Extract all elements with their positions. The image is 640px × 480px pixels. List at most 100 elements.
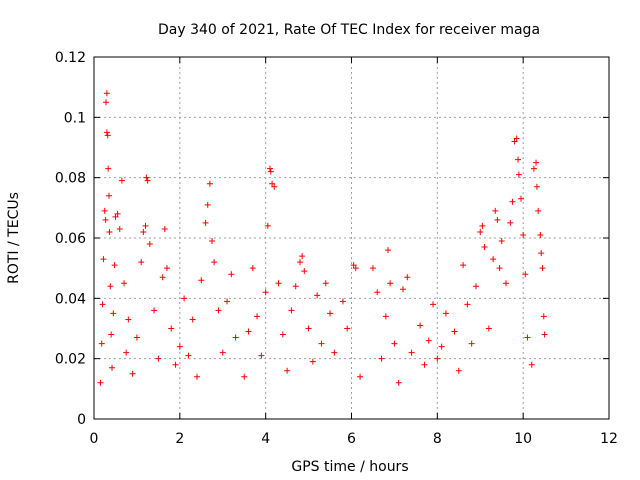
data-point xyxy=(189,316,196,323)
data-point xyxy=(254,313,261,320)
data-point xyxy=(275,280,282,287)
data-point xyxy=(513,135,520,142)
y-tick-label: 0.08 xyxy=(55,171,86,187)
data-point xyxy=(116,225,123,232)
data-point xyxy=(331,349,338,356)
data-point xyxy=(494,216,501,223)
data-point xyxy=(142,222,149,229)
data-point xyxy=(198,277,205,284)
data-point xyxy=(172,361,179,368)
y-tick-label: 0.06 xyxy=(55,231,86,247)
data-point xyxy=(299,253,306,260)
data-point xyxy=(110,310,117,317)
chart-title: Day 340 of 2021, Rate Of TEC Index for r… xyxy=(158,22,540,38)
data-point xyxy=(106,228,113,235)
data-point xyxy=(442,310,449,317)
data-point xyxy=(387,280,394,287)
data-point xyxy=(288,307,295,314)
data-point xyxy=(472,283,479,290)
data-point xyxy=(503,280,509,287)
data-point xyxy=(143,174,150,181)
data-point xyxy=(350,262,357,269)
data-point xyxy=(224,298,231,305)
data-point xyxy=(102,216,109,223)
data-point xyxy=(322,280,329,287)
data-point xyxy=(109,364,116,371)
data-point xyxy=(215,307,222,314)
data-point xyxy=(404,274,411,281)
data-point xyxy=(496,265,503,272)
x-tick-label: 10 xyxy=(514,431,532,447)
data-point xyxy=(161,225,168,232)
x-tick-label: 2 xyxy=(175,431,184,447)
data-point xyxy=(430,301,437,308)
data-point xyxy=(438,343,445,350)
data-point xyxy=(384,247,391,254)
data-point xyxy=(535,207,542,214)
data-point xyxy=(485,325,492,332)
data-point xyxy=(292,283,299,290)
data-point xyxy=(434,355,441,362)
data-point xyxy=(228,271,235,278)
data-point xyxy=(352,265,359,272)
data-point xyxy=(159,274,166,281)
y-tick-label: 0 xyxy=(77,412,86,428)
data-point xyxy=(515,171,522,178)
data-point xyxy=(524,334,531,341)
data-point xyxy=(104,132,111,139)
data-point xyxy=(232,334,239,341)
data-point xyxy=(538,250,545,257)
data-point xyxy=(301,268,308,275)
data-point xyxy=(206,180,213,187)
data-point xyxy=(479,222,486,229)
data-point xyxy=(108,331,115,338)
data-point xyxy=(533,159,540,166)
x-tick-label: 4 xyxy=(261,431,270,447)
data-point xyxy=(279,331,286,338)
data-point xyxy=(378,355,385,362)
data-point xyxy=(481,244,488,251)
data-point xyxy=(176,343,183,350)
data-point xyxy=(518,195,525,202)
data-point xyxy=(163,265,170,272)
axis-ticks: 0 2 4 6 8 10 12 0 0.02 0.04 0.06 0.08 0.1 0.12 xyxy=(55,50,618,447)
x-tick-label: 8 xyxy=(433,431,442,447)
data-point xyxy=(451,328,458,335)
data-point xyxy=(507,219,514,226)
data-point xyxy=(297,259,303,266)
data-point xyxy=(533,183,540,190)
data-point xyxy=(211,259,218,266)
x-tick-label: 6 xyxy=(347,431,356,447)
y-axis-label: ROTI / TECUs xyxy=(6,192,22,284)
data-point xyxy=(541,331,548,338)
data-point xyxy=(391,340,398,347)
data-point xyxy=(530,165,537,172)
x-tick-label: 12 xyxy=(600,431,618,447)
data-point xyxy=(374,289,381,296)
data-point xyxy=(509,198,516,205)
data-point xyxy=(204,201,211,208)
data-point xyxy=(209,238,216,245)
data-point xyxy=(492,207,499,214)
data-point xyxy=(264,222,271,229)
data-point xyxy=(151,307,158,314)
data-point xyxy=(155,355,162,362)
data-point xyxy=(107,283,114,290)
data-point xyxy=(408,349,415,356)
data-point xyxy=(241,373,248,380)
data-point xyxy=(369,265,376,272)
data-point xyxy=(425,337,432,344)
data-point xyxy=(284,367,291,374)
y-tick-label: 0.1 xyxy=(64,110,86,126)
grid-lines xyxy=(94,57,609,419)
data-point xyxy=(133,334,140,341)
data-point xyxy=(540,313,547,320)
data-point xyxy=(267,168,274,175)
data-point xyxy=(140,228,147,235)
y-tick-label: 0.12 xyxy=(55,50,86,66)
data-point xyxy=(520,231,527,238)
data-point xyxy=(460,262,467,269)
data-point xyxy=(305,325,312,332)
data-point xyxy=(129,370,136,377)
